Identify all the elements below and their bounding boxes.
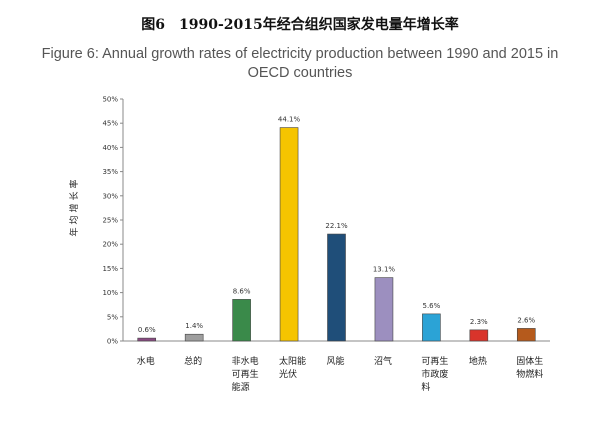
bar — [184, 333, 204, 342]
x-tick-label: 能源 — [232, 381, 250, 393]
x-tick-label: 总的 — [184, 355, 202, 367]
y-tick-label: 10% — [102, 289, 118, 297]
data-label: 8.6% — [233, 287, 251, 295]
x-tick-label: 可再生 — [421, 355, 448, 367]
data-label: 0.6% — [138, 326, 156, 334]
y-tick-label: 15% — [102, 265, 118, 273]
y-tick-label: 40% — [102, 144, 118, 152]
y-tick-label: 30% — [102, 192, 118, 200]
y-axis-label-char: 年 — [68, 227, 80, 236]
bar — [137, 337, 157, 342]
bar — [279, 127, 299, 342]
data-label: 2.3% — [470, 318, 488, 326]
y-axis-label-char: 长 — [68, 191, 80, 200]
x-tick-label: 物燃料 — [516, 368, 543, 380]
y-axis-label-char: 率 — [68, 179, 80, 188]
x-tick-label: 太阳能 — [279, 355, 306, 367]
x-tick-label: 料 — [421, 381, 430, 393]
y-tick-label: 20% — [102, 241, 118, 249]
bar — [327, 233, 346, 342]
y-tick-label: 35% — [102, 168, 118, 176]
y-tick-label: 0% — [107, 338, 118, 346]
y-tick-label: 45% — [102, 120, 118, 128]
bar — [469, 329, 489, 342]
x-tick-label: 沼气 — [374, 355, 392, 367]
y-axis-label-char: 增 — [68, 203, 80, 212]
bar — [422, 313, 441, 342]
data-label: 13.1% — [373, 266, 396, 274]
x-tick-label: 水电 — [137, 355, 155, 367]
y-axis-label-char: 均 — [68, 215, 80, 224]
y-tick-label: 5% — [107, 313, 118, 321]
bar — [516, 328, 536, 342]
y-tick-label: 50% — [102, 96, 118, 104]
x-tick-label: 可再生 — [232, 368, 259, 380]
data-label: 5.6% — [422, 302, 440, 310]
data-label: 22.1% — [325, 222, 348, 230]
data-label: 44.1% — [278, 116, 301, 124]
x-tick-label: 光伏 — [279, 368, 297, 380]
x-tick-label: 非水电 — [232, 355, 259, 367]
x-tick-label: 风能 — [327, 355, 345, 367]
x-tick-label: 地热 — [469, 355, 487, 367]
chart-title-en: Figure 6: Annual growth rates of electri… — [41, 46, 559, 81]
x-tick-label: 固体生 — [516, 355, 543, 367]
data-label: 1.4% — [185, 322, 203, 330]
bar — [374, 277, 394, 342]
x-tick-label: 市政废 — [421, 368, 448, 380]
chart-title-cn: 图6 1990-2015年经合组织国家发电量年增长率 — [141, 17, 459, 33]
bar — [232, 299, 251, 342]
data-label: 2.6% — [517, 316, 535, 324]
y-tick-label: 25% — [102, 217, 118, 225]
